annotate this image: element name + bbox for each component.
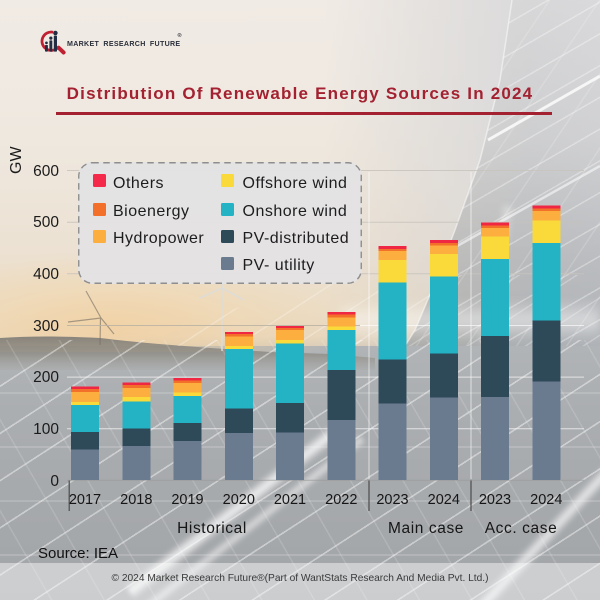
- svg-text:®: ®: [178, 32, 182, 39]
- svg-text:MARKET RESEARCH FUTURE: MARKET RESEARCH FUTURE: [67, 40, 180, 48]
